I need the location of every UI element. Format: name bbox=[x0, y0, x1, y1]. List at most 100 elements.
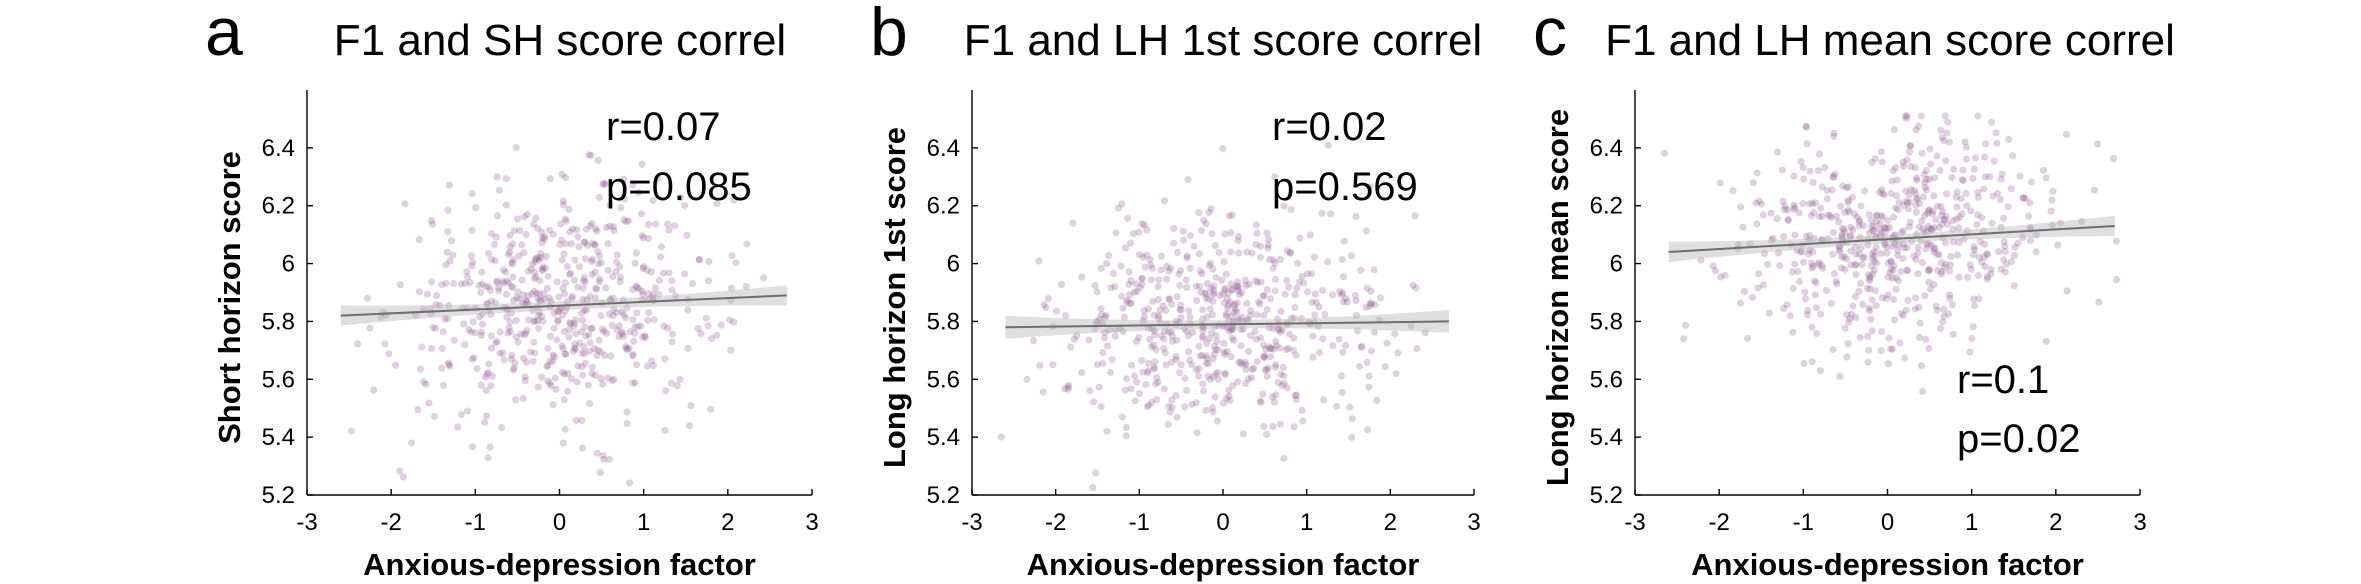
scatter-point bbox=[639, 290, 647, 298]
scatter-point bbox=[1179, 227, 1187, 235]
scatter-point bbox=[1237, 360, 1245, 368]
scatter-point bbox=[444, 206, 452, 214]
scatter-point bbox=[1932, 216, 1940, 224]
scatter-point bbox=[1918, 217, 1926, 225]
scatter-point bbox=[477, 288, 485, 296]
scatter-point bbox=[1281, 290, 1289, 298]
scatter-point bbox=[1259, 390, 1267, 398]
scatter-point bbox=[1987, 118, 1996, 126]
scatter-point bbox=[543, 284, 551, 292]
scatter-point bbox=[1211, 393, 1219, 401]
scatter-point bbox=[1338, 255, 1346, 264]
scatter-point bbox=[1914, 270, 1922, 278]
scatter-point bbox=[1995, 248, 2003, 256]
scatter-point bbox=[1900, 244, 1908, 252]
scatter-point bbox=[563, 262, 571, 270]
scatter-point bbox=[1411, 212, 1419, 220]
scatter-point bbox=[519, 354, 528, 362]
scatter-point bbox=[534, 294, 542, 302]
scatter-point bbox=[554, 308, 562, 316]
scatter-point bbox=[581, 306, 589, 314]
scatter-point bbox=[1906, 142, 1914, 150]
scatter-point bbox=[599, 180, 607, 188]
scatter-point bbox=[1868, 250, 1876, 258]
scatter-point bbox=[1291, 304, 1299, 312]
scatter-point bbox=[502, 268, 510, 276]
scatter-point bbox=[1877, 212, 1886, 220]
scatter-point bbox=[2024, 212, 2032, 220]
scatter-point bbox=[1993, 139, 2001, 147]
scatter-point bbox=[1180, 325, 1188, 333]
scatter-point bbox=[1161, 328, 1169, 336]
scatter-point bbox=[1815, 150, 1823, 158]
scatter-point bbox=[512, 396, 520, 404]
scatter-point bbox=[1852, 314, 1860, 322]
scatter-point bbox=[1293, 391, 1301, 399]
scatter-point bbox=[545, 294, 554, 302]
scatter-point bbox=[531, 349, 539, 357]
scatter-point bbox=[1864, 332, 1872, 340]
scatter-point bbox=[1793, 246, 1801, 254]
scatter-point bbox=[1308, 299, 1316, 307]
scatter-point bbox=[477, 381, 485, 389]
scatter-point bbox=[1884, 291, 1892, 299]
x-tick-label: -3 bbox=[961, 509, 982, 536]
scatter-point bbox=[593, 227, 601, 235]
scatter-point bbox=[1125, 268, 1133, 276]
scatter-point bbox=[509, 273, 517, 281]
scatter-point bbox=[1205, 208, 1213, 217]
scatter-point bbox=[506, 328, 514, 336]
scatter-point bbox=[2000, 256, 2008, 264]
x-tick-label: 3 bbox=[1467, 509, 1480, 536]
y-tick-label: 6 bbox=[947, 251, 960, 278]
scatter-point bbox=[1207, 284, 1215, 292]
scatter-point bbox=[472, 203, 480, 212]
scatter-point bbox=[547, 382, 555, 390]
scatter-point bbox=[2048, 196, 2056, 204]
scatter-point bbox=[1148, 325, 1156, 333]
scatter-point bbox=[1873, 217, 1881, 226]
scatter-point bbox=[566, 269, 575, 277]
scatter-point bbox=[1847, 247, 1855, 255]
scatter-point bbox=[1339, 273, 1347, 281]
scatter-point bbox=[1188, 400, 1196, 409]
scatter-point bbox=[377, 313, 385, 321]
scatter-point bbox=[578, 371, 587, 379]
scatter-point bbox=[514, 338, 522, 346]
scatter-point bbox=[1961, 138, 1969, 146]
scatter-point bbox=[1266, 295, 1275, 303]
scatter-point bbox=[1097, 305, 1105, 313]
scatter-point bbox=[2005, 135, 2013, 144]
scatter-point bbox=[519, 395, 527, 403]
scatter-point bbox=[1112, 326, 1120, 334]
scatter-point bbox=[1897, 228, 1905, 236]
scatter-point bbox=[1899, 240, 1908, 248]
scatter-point bbox=[530, 317, 538, 325]
scatter-point bbox=[572, 330, 580, 338]
scatter-point bbox=[1199, 327, 1207, 335]
scatter-point bbox=[1213, 417, 1222, 425]
scatter-point bbox=[1196, 267, 1204, 275]
scatter-point bbox=[485, 360, 493, 368]
scatter-point bbox=[484, 249, 493, 258]
scatter-point bbox=[484, 453, 492, 462]
scatter-point bbox=[613, 258, 621, 266]
scatter-point bbox=[1941, 216, 1949, 224]
scatter-point bbox=[664, 324, 672, 332]
scatter-point bbox=[560, 370, 568, 378]
scatter-point bbox=[509, 296, 517, 304]
scatter-point bbox=[1959, 166, 1967, 174]
scatter-point bbox=[1795, 277, 1803, 286]
scatter-point bbox=[580, 343, 588, 351]
scatter-point bbox=[1884, 216, 1892, 225]
scatter-point bbox=[1816, 367, 1824, 375]
scatter-point bbox=[1906, 142, 1914, 150]
scatter-point bbox=[1830, 173, 1838, 181]
scatter-point bbox=[571, 344, 579, 352]
scatter-point bbox=[1234, 378, 1242, 386]
scatter-point bbox=[1119, 304, 1127, 312]
scatter-point bbox=[1784, 206, 1792, 214]
scatter-point bbox=[1939, 208, 1947, 216]
scatter-point bbox=[1969, 174, 1977, 183]
